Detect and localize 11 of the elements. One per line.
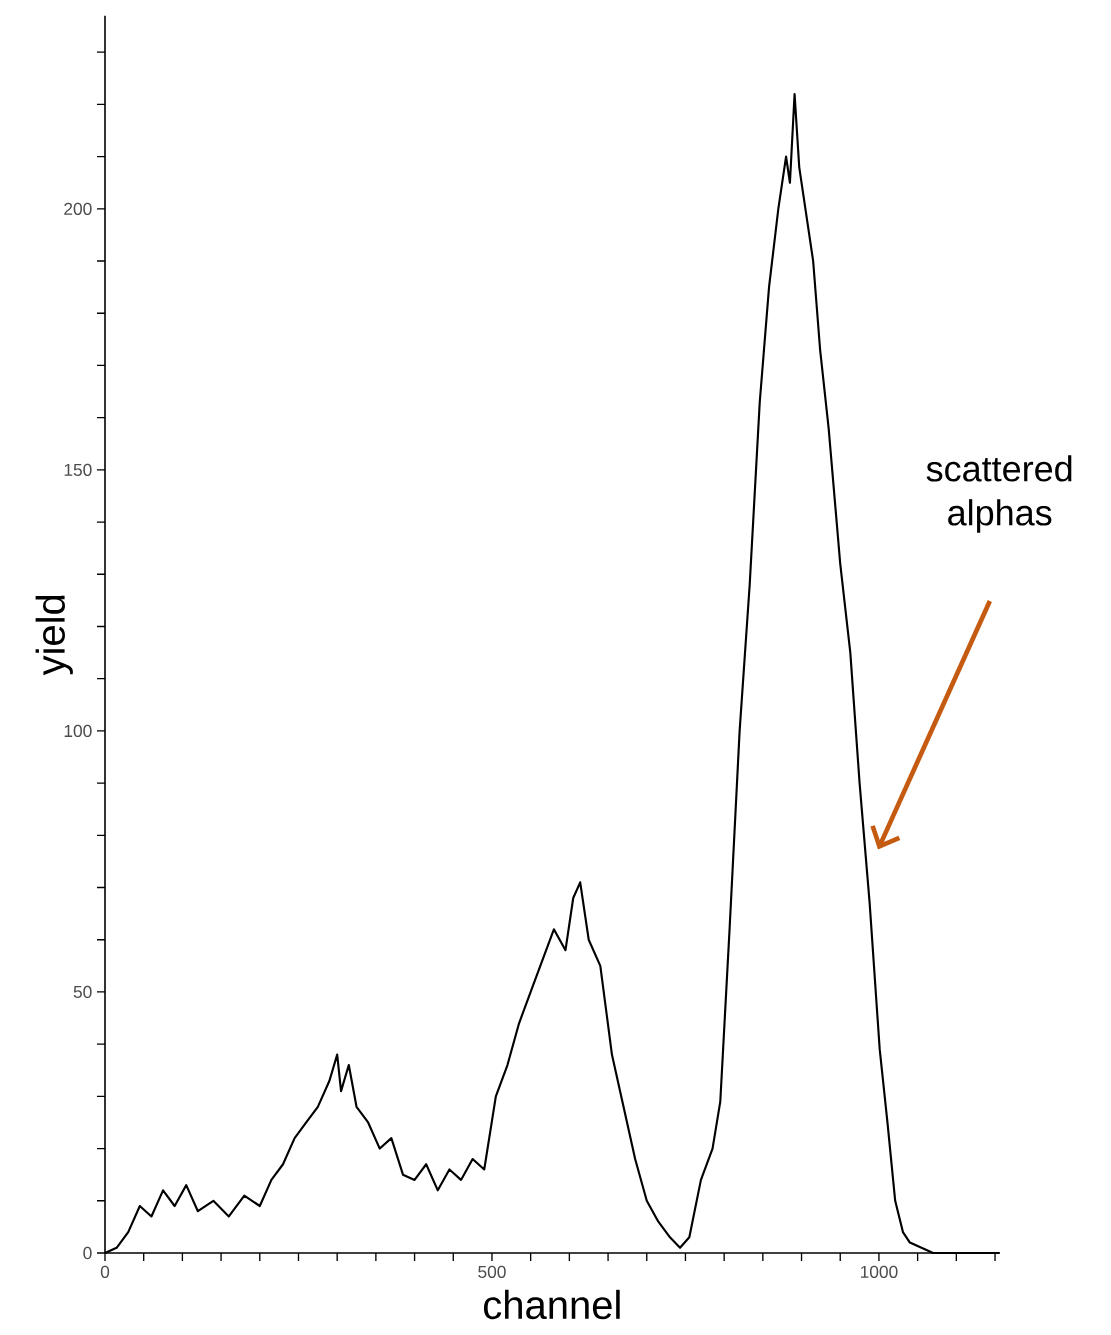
y-tick-label: 150 [64,463,92,476]
x-tick-label: 1000 [860,1265,898,1278]
x-axis-title: channel [483,1289,620,1320]
x-tick-label: 500 [478,1265,506,1278]
annotation: scattered alphas [926,455,1072,533]
y-tick-label: 0 [83,1246,92,1260]
y-axis-title: yield [35,595,73,676]
x-tick-label: 0 [100,1265,110,1278]
y-tick-label: 200 [64,202,92,215]
y-tick-label: 100 [64,724,92,738]
y-tick-label: 50 [73,985,92,999]
